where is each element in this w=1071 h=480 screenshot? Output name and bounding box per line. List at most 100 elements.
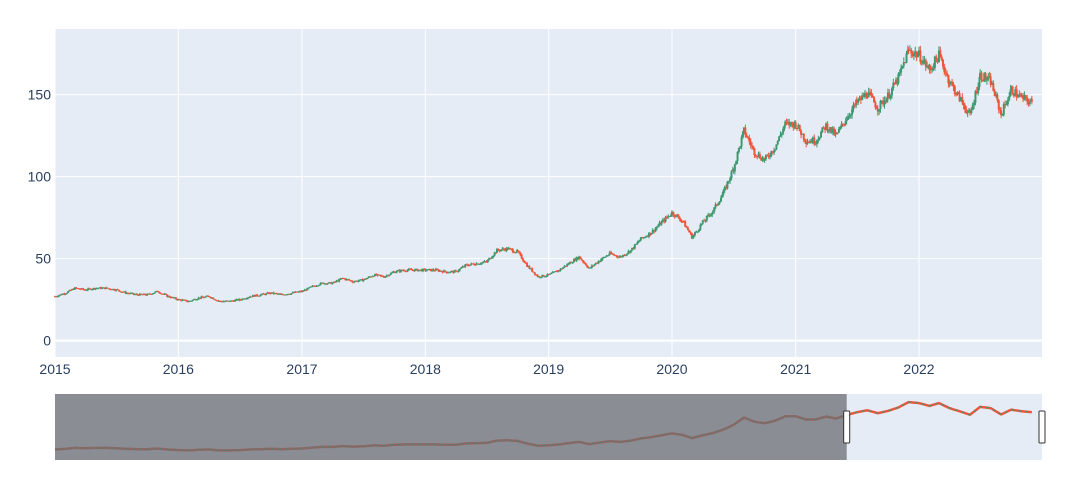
candle-body [963,105,966,110]
candle-body [564,265,567,267]
candle-body [951,81,954,85]
candle-body [753,148,756,156]
candle-body [186,301,189,303]
candle-body [948,83,951,85]
candle-body [137,294,140,296]
candle-body [353,281,356,283]
candle-body [684,221,687,227]
candle-body [164,293,167,295]
rangeslider-handle-right[interactable] [1038,410,1046,444]
candle-body [71,288,74,291]
candle-body [748,137,751,142]
candle-body [865,93,868,98]
candle-body [521,258,524,261]
candle-body [612,254,615,256]
candle-body [953,86,956,95]
candle-body [341,278,344,280]
candle-body [839,126,842,129]
candle-body [97,288,100,290]
candle-body [973,102,976,105]
candle-body [54,296,56,298]
candle-body [319,282,322,285]
candle-body [80,288,83,290]
candle-body [855,99,858,106]
candle-body [632,247,635,249]
candle-body [821,127,824,133]
candle-body [992,82,995,91]
candle-body [844,121,847,125]
candle-body [669,215,672,217]
candle-body [58,295,61,297]
candle-body [1019,94,1022,96]
candle-body [961,97,964,103]
candle-body [618,256,621,258]
candle-body [588,267,591,269]
candle-body [610,252,613,254]
range-slider[interactable] [54,394,1046,460]
candle-body [1027,101,1030,104]
candle-body [904,62,907,64]
candle-body [606,255,609,257]
candle-body [419,269,422,271]
candle-body [516,250,519,252]
candle-body [153,292,156,294]
candle-body [932,67,935,69]
candle-body [608,252,611,255]
candle-body [836,132,839,134]
candle-body [726,181,729,189]
candle-body [114,290,117,292]
candle-body [966,111,969,114]
candle-body [513,252,516,254]
candle-body [500,249,503,251]
candle-body [246,297,249,299]
candle-body [679,218,682,221]
candle-body [409,268,412,270]
candle-body [631,247,634,251]
candle-body [532,271,535,273]
candle-body [999,109,1002,111]
candle-body [129,293,132,295]
candle-body [668,215,671,217]
candle-body [804,139,807,142]
candle-body [479,263,482,265]
candle-body [434,269,437,271]
candle-body [542,274,545,277]
candle-body [900,67,903,73]
candle-body [700,223,703,225]
candle-body [713,207,716,212]
candle-body [1008,96,1011,100]
candle-body [811,137,814,143]
candle-body [867,91,870,98]
candle-body [898,72,901,74]
candle-body [785,121,788,123]
candle-body [933,56,936,69]
candle-body [737,147,740,152]
candle-body [276,293,279,295]
candle-body [577,257,580,260]
candle-body [363,278,366,280]
candle-body [213,299,216,301]
candle-body [79,288,82,290]
candle-body [897,73,900,84]
candle-body [446,272,449,274]
candle-body [989,76,992,85]
candle-body [974,91,977,103]
candle-body [715,204,718,206]
candle-body [730,171,733,179]
candle-body [689,232,692,234]
candle-body [238,298,241,300]
candle-body [378,274,381,276]
candle-body [911,53,914,56]
candle-body [583,262,586,264]
candle-body [946,73,949,76]
x-tick-label: 2020 [656,361,687,377]
candle-body [77,288,80,290]
candle-body [356,280,359,282]
candle-body [902,62,905,66]
candle-body [376,274,379,276]
candle-body [541,274,544,278]
rangeslider-handle-left[interactable] [843,410,851,444]
candle-body [83,289,86,291]
candle-body [701,220,704,224]
candle-body [711,212,714,216]
